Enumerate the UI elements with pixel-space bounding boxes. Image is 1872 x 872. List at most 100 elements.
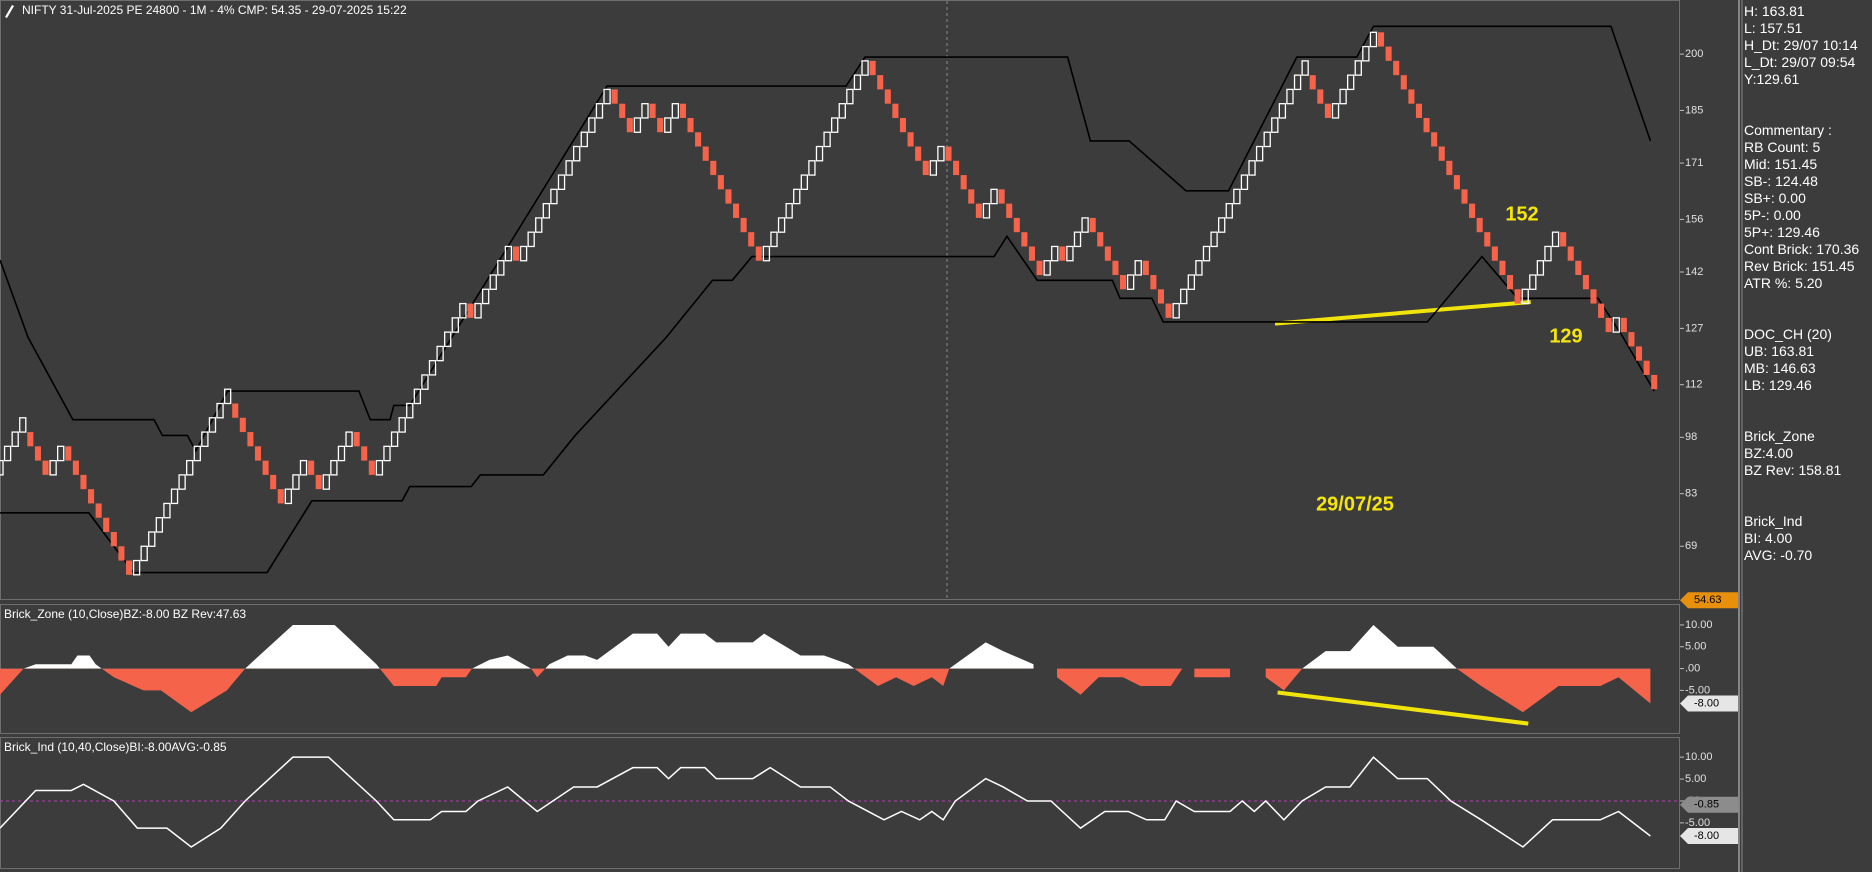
down-brick [110, 531, 117, 547]
down-brick [1643, 360, 1650, 375]
down-brick [649, 103, 656, 118]
up-brick [155, 517, 164, 533]
up-brick [140, 545, 148, 562]
up-brick [49, 459, 57, 476]
up-brick [1210, 231, 1218, 248]
down-brick [907, 132, 914, 147]
up-brick [1544, 245, 1552, 262]
down-brick [960, 175, 967, 190]
down-brick [353, 432, 360, 447]
down-brick [1059, 246, 1066, 261]
down-brick [1446, 160, 1453, 176]
down-brick [1408, 89, 1415, 104]
down-brick [1598, 303, 1605, 318]
up-brick [421, 374, 429, 390]
up-brick [1551, 231, 1560, 248]
up-brick [641, 103, 649, 119]
up-brick [504, 245, 513, 262]
ind-panel [0, 737, 1680, 869]
down-brick [368, 460, 375, 475]
info-line: UB: 163.81 [1744, 343, 1815, 359]
info-line: Y:129.61 [1744, 71, 1800, 87]
down-brick [626, 117, 633, 133]
info-line: Commentary : [1744, 122, 1832, 138]
up-brick [345, 431, 353, 447]
panel-title: Brick_Zone (10,Close)BZ:-8.00 BZ Rev:47.… [4, 607, 246, 621]
info-panel: H: 163.81 L: 157.51 H_Dt: 29/07 10:14 L_Dt:… [1744, 3, 1870, 598]
down-brick [27, 432, 34, 447]
down-brick [710, 160, 717, 176]
up-brick [178, 474, 186, 490]
up-brick [982, 202, 991, 219]
down-brick [695, 132, 702, 147]
up-brick [1293, 74, 1302, 91]
up-brick [535, 217, 543, 233]
down-brick [619, 103, 626, 118]
up-brick [1521, 288, 1529, 305]
info-group: DOC_CH (20) UB: 163.81 MB: 146.63 LB: 129.4… [1744, 326, 1870, 394]
up-brick [1134, 260, 1142, 276]
down-brick [125, 560, 133, 575]
up-brick [201, 431, 209, 447]
down-brick [1651, 374, 1658, 390]
up-brick [0, 459, 4, 476]
channel-line [0, 25, 1652, 453]
annotation: 129 [1549, 325, 1582, 347]
up-brick [823, 131, 831, 148]
down-brick [1423, 117, 1430, 133]
up-brick [406, 402, 414, 419]
down-brick [65, 446, 72, 461]
up-brick [831, 117, 839, 133]
down-brick [512, 246, 520, 261]
down-brick [679, 103, 686, 118]
down-brick [1028, 246, 1036, 261]
up-brick [664, 117, 672, 133]
down-brick [687, 117, 694, 133]
down-brick [702, 146, 709, 161]
up-brick [322, 474, 330, 490]
y-tick-label: 142 [1685, 266, 1703, 278]
up-brick [375, 459, 384, 476]
down-brick [998, 189, 1005, 204]
up-brick [337, 445, 346, 462]
down-brick [1582, 275, 1589, 290]
down-brick [95, 503, 102, 518]
down-brick [1036, 260, 1043, 276]
up-brick [193, 445, 201, 462]
up-brick [793, 188, 801, 205]
down-brick [1635, 346, 1643, 361]
up-brick [777, 217, 786, 233]
down-brick [1104, 246, 1111, 261]
y-tick-label: 10.00 [1685, 751, 1713, 763]
up-brick [1536, 260, 1545, 276]
down-brick [725, 189, 732, 204]
up-brick [785, 202, 793, 219]
info-line: Cont Brick: 170.36 [1744, 241, 1860, 257]
down-brick [1484, 232, 1491, 247]
down-brick [915, 146, 922, 161]
up-brick [519, 245, 528, 262]
info-line: L: 157.51 [1744, 20, 1803, 36]
info-line: BZ Rev: 158.81 [1744, 462, 1842, 478]
up-brick [800, 174, 809, 191]
down-brick [1377, 32, 1385, 47]
zone-area-positive [23, 624, 1457, 669]
down-brick [1317, 89, 1324, 104]
up-brick [390, 431, 399, 447]
up-brick [19, 417, 27, 433]
down-brick [657, 117, 664, 133]
down-brick [1112, 260, 1119, 276]
y-tick-label: 5.00 [1685, 641, 1706, 653]
up-brick [762, 245, 771, 262]
down-brick [1309, 75, 1316, 90]
down-brick [315, 474, 322, 490]
down-brick [239, 417, 246, 433]
up-brick [846, 88, 854, 105]
panel-title: Brick_Ind (10,40,Close)BI:-8.00AVG:-0.85 [4, 740, 227, 754]
y-tick-label: -5.00 [1685, 817, 1710, 829]
annotation: 152 [1505, 203, 1538, 225]
info-line: AVG: -0.70 [1744, 547, 1813, 563]
up-brick [588, 117, 596, 133]
up-brick [474, 302, 482, 319]
